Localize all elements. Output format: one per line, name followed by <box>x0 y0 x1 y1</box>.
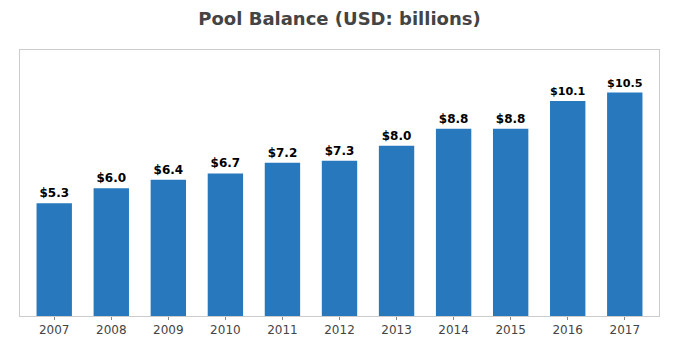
svg-text:2008: 2008 <box>96 323 127 337</box>
svg-text:2010: 2010 <box>210 323 241 337</box>
svg-text:Pool Balance (USD: billions): Pool Balance (USD: billions) <box>198 8 480 29</box>
svg-text:$7.2: $7.2 <box>268 146 298 160</box>
svg-text:2007: 2007 <box>39 323 70 337</box>
svg-text:2009: 2009 <box>153 323 184 337</box>
svg-text:2012: 2012 <box>324 323 355 337</box>
svg-text:2016: 2016 <box>552 323 583 337</box>
svg-text:$8.8: $8.8 <box>496 112 526 126</box>
svg-text:$6.0: $6.0 <box>96 171 126 185</box>
svg-text:$10.1: $10.1 <box>550 85 585 98</box>
svg-text:2013: 2013 <box>381 323 412 337</box>
svg-text:$6.4: $6.4 <box>154 163 184 177</box>
svg-text:2017: 2017 <box>609 323 640 337</box>
svg-text:$8.0: $8.0 <box>382 129 412 143</box>
svg-text:2011: 2011 <box>267 323 298 337</box>
svg-text:$8.8: $8.8 <box>439 112 469 126</box>
svg-text:2015: 2015 <box>495 323 526 337</box>
svg-text:2014: 2014 <box>438 323 469 337</box>
svg-text:$10.5: $10.5 <box>607 77 642 90</box>
svg-text:$6.7: $6.7 <box>211 156 241 170</box>
svg-text:$5.3: $5.3 <box>39 186 69 200</box>
svg-text:$7.3: $7.3 <box>325 144 355 158</box>
